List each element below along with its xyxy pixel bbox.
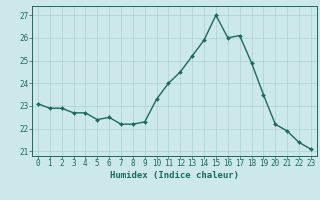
- X-axis label: Humidex (Indice chaleur): Humidex (Indice chaleur): [110, 171, 239, 180]
